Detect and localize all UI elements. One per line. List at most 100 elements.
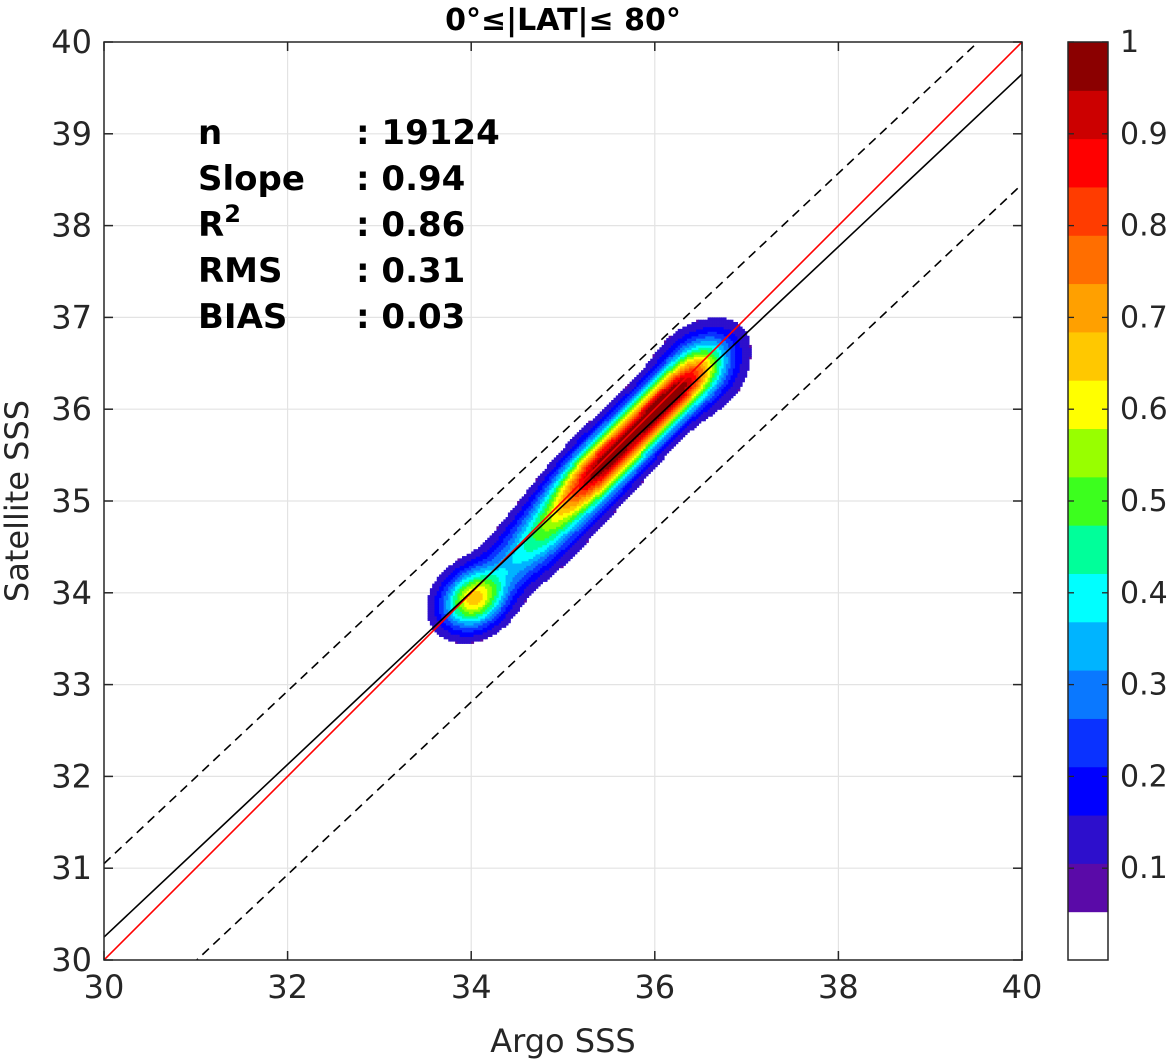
density-cell (581, 478, 585, 481)
density-cell (643, 434, 647, 438)
density-cell (484, 551, 488, 555)
density-cell (484, 599, 488, 603)
density-cell (549, 482, 553, 486)
density-cell (556, 551, 560, 555)
density-cell (457, 565, 461, 569)
density-cell (537, 583, 541, 587)
density-cell (631, 388, 635, 392)
density-cell (498, 569, 502, 573)
density-cell (501, 579, 504, 582)
density-cell (666, 358, 670, 362)
density-cell (514, 533, 518, 537)
density-cell (670, 422, 674, 426)
density-cell (579, 443, 582, 447)
density-cell (654, 400, 658, 403)
density-cell (563, 553, 566, 557)
density-cell (565, 540, 569, 543)
density-cell (519, 592, 523, 596)
density-cell (597, 432, 601, 436)
density-cell (514, 601, 518, 605)
density-cell (620, 484, 624, 488)
density-cell (556, 494, 560, 498)
density-cell (624, 404, 628, 408)
density-cell (631, 402, 635, 406)
density-cell (528, 576, 532, 580)
density-cell (468, 585, 472, 589)
density-cell (526, 556, 530, 559)
density-cell (606, 482, 610, 486)
density-cell (503, 553, 507, 557)
density-cell (429, 597, 433, 601)
density-cell (523, 567, 527, 571)
density-cell (631, 381, 635, 385)
density-cell (677, 331, 681, 335)
density-cell (668, 381, 672, 385)
density-cell (615, 484, 619, 488)
density-cell (602, 501, 605, 504)
density-cell (443, 629, 447, 633)
density-cell (512, 567, 516, 571)
density-cell (670, 370, 674, 374)
density-cell (620, 406, 624, 410)
density-cell (645, 459, 649, 463)
density-cell (620, 452, 624, 456)
density-cell (604, 418, 608, 422)
density-cell (558, 461, 562, 465)
density-cell (622, 404, 626, 408)
density-cell (592, 422, 596, 426)
density-cell (654, 418, 658, 422)
density-cell (574, 494, 578, 498)
density-cell (606, 459, 610, 463)
density-cell (496, 601, 500, 605)
density-cell (540, 517, 543, 520)
density-cell (611, 471, 615, 475)
density-cell (631, 432, 635, 436)
density-cell (581, 507, 585, 511)
density-cell (503, 560, 507, 564)
density-cell (480, 634, 484, 638)
density-cell (473, 615, 477, 619)
density-cell (611, 496, 615, 500)
density-cell (535, 507, 539, 511)
density-cell (643, 448, 647, 452)
density-cell (450, 615, 454, 619)
density-cell (530, 521, 534, 525)
density-cell (567, 464, 571, 468)
density-cell (560, 468, 564, 472)
density-cell (624, 464, 628, 468)
density-cell (533, 523, 537, 527)
density-cell (583, 443, 587, 447)
density-cell (602, 482, 605, 486)
density-cell (643, 439, 647, 442)
density-cell (636, 436, 640, 440)
density-cell (574, 549, 578, 553)
density-cell (535, 572, 539, 576)
density-cell (572, 473, 576, 477)
density-cell (673, 434, 677, 438)
density-cell (549, 572, 553, 576)
density-cell (512, 537, 516, 541)
density-cell (432, 608, 436, 612)
density-cell (487, 583, 491, 587)
density-cell (576, 452, 580, 456)
density-cell (473, 599, 477, 603)
density-cell (445, 631, 449, 635)
density-cell (535, 491, 539, 495)
density-cell (611, 503, 615, 507)
density-cell (608, 422, 612, 426)
density-cell (663, 411, 667, 415)
density-cell (505, 604, 509, 608)
density-cell (627, 427, 631, 431)
density-cell (466, 579, 470, 582)
density-cell (510, 611, 514, 615)
density-cell (663, 372, 667, 376)
density-cell (663, 395, 667, 399)
density-cell (569, 510, 573, 514)
density-cell (471, 611, 475, 615)
density-cell (528, 549, 532, 553)
density-cell (585, 487, 589, 491)
density-cell (494, 556, 498, 559)
density-cell (521, 505, 525, 509)
density-cell (631, 450, 635, 454)
density-cell (592, 521, 596, 525)
